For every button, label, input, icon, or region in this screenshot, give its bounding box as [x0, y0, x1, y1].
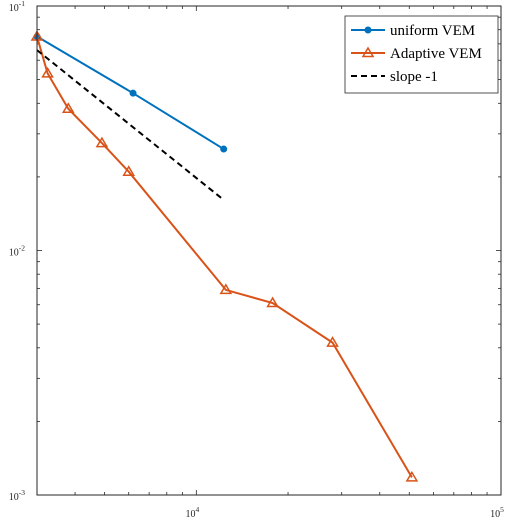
- series-1: [30, 30, 419, 482]
- legend-label: slope -1: [390, 69, 438, 85]
- series-layer: [30, 30, 419, 482]
- series-line: [36, 36, 413, 478]
- data-point-triangle: [326, 336, 339, 347]
- x-tick-label-base: 10: [490, 509, 500, 520]
- data-point-circle: [129, 89, 137, 97]
- legend-box: [344, 15, 499, 94]
- y-tick-label-exponent: -3: [19, 488, 25, 497]
- y-tick-label: 10-2: [9, 244, 25, 259]
- data-point-triangle: [405, 470, 419, 482]
- legend: uniform VEM Adaptive VEM slope -1: [344, 15, 499, 94]
- x-tick-label-exponent: 5: [500, 505, 504, 514]
- data-point-triangle: [95, 136, 109, 148]
- x-tick-label: 104: [185, 505, 199, 520]
- y-tick-label-base: 10: [9, 3, 19, 14]
- data-point-triangle: [266, 296, 279, 308]
- axes-box: [36, 5, 502, 496]
- y-tick-label-exponent: -1: [19, 0, 25, 8]
- y-tick-label-base: 10: [9, 248, 19, 259]
- data-point-triangle: [41, 66, 54, 78]
- data-point-circle: [364, 26, 372, 34]
- legend-label: Adaptive VEM: [390, 46, 482, 62]
- x-tick-label-base: 10: [185, 509, 195, 520]
- data-point-circle: [220, 145, 228, 153]
- x-tick-label: 105: [490, 505, 504, 520]
- y-tick-label-base: 10: [9, 492, 19, 503]
- data-point-triangle: [61, 102, 75, 113]
- data-point-triangle: [122, 165, 136, 176]
- legend-label: uniform VEM: [390, 23, 475, 39]
- data-point-triangle: [361, 46, 375, 58]
- data-point-triangle: [219, 283, 233, 295]
- y-tick-label-exponent: -2: [19, 244, 25, 253]
- x-tick-label-exponent: 4: [195, 505, 199, 514]
- y-tick-label: 10-1: [9, 0, 25, 14]
- y-tick-label: 10-3: [9, 488, 25, 503]
